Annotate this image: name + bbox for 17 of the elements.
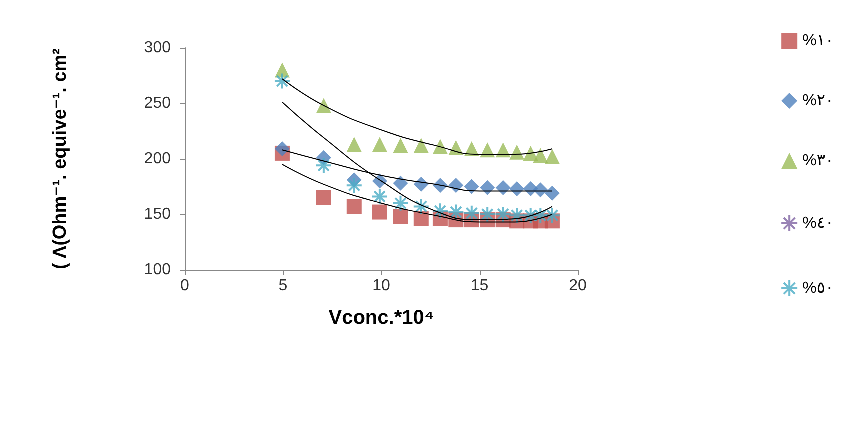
- legend-label: %١٠: [802, 32, 834, 50]
- x-tick-label: 10: [372, 278, 390, 294]
- y-axis-title: ( Λ(Ohm⁻¹. equive⁻¹. cm²: [50, 48, 71, 270]
- legend-label: %٢٠: [802, 92, 834, 110]
- x-tick-label: 15: [470, 278, 489, 294]
- x-tick-label: 20: [569, 278, 587, 294]
- y-tick-label: 150: [144, 206, 172, 223]
- x-axis-title: Vconc.*10⁴: [328, 307, 434, 329]
- y-tick-label: 200: [144, 150, 172, 168]
- x-tick-label: 0: [180, 278, 190, 294]
- legend-label: %٤٠: [802, 215, 834, 232]
- legend-label: %٣٠: [802, 152, 834, 170]
- y-tick-label: 100: [144, 262, 172, 278]
- y-tick-label: 250: [144, 95, 172, 112]
- x-tick-label: 5: [278, 278, 288, 294]
- legend-label: %٥٠: [802, 280, 834, 297]
- y-tick-label: 300: [144, 40, 172, 56]
